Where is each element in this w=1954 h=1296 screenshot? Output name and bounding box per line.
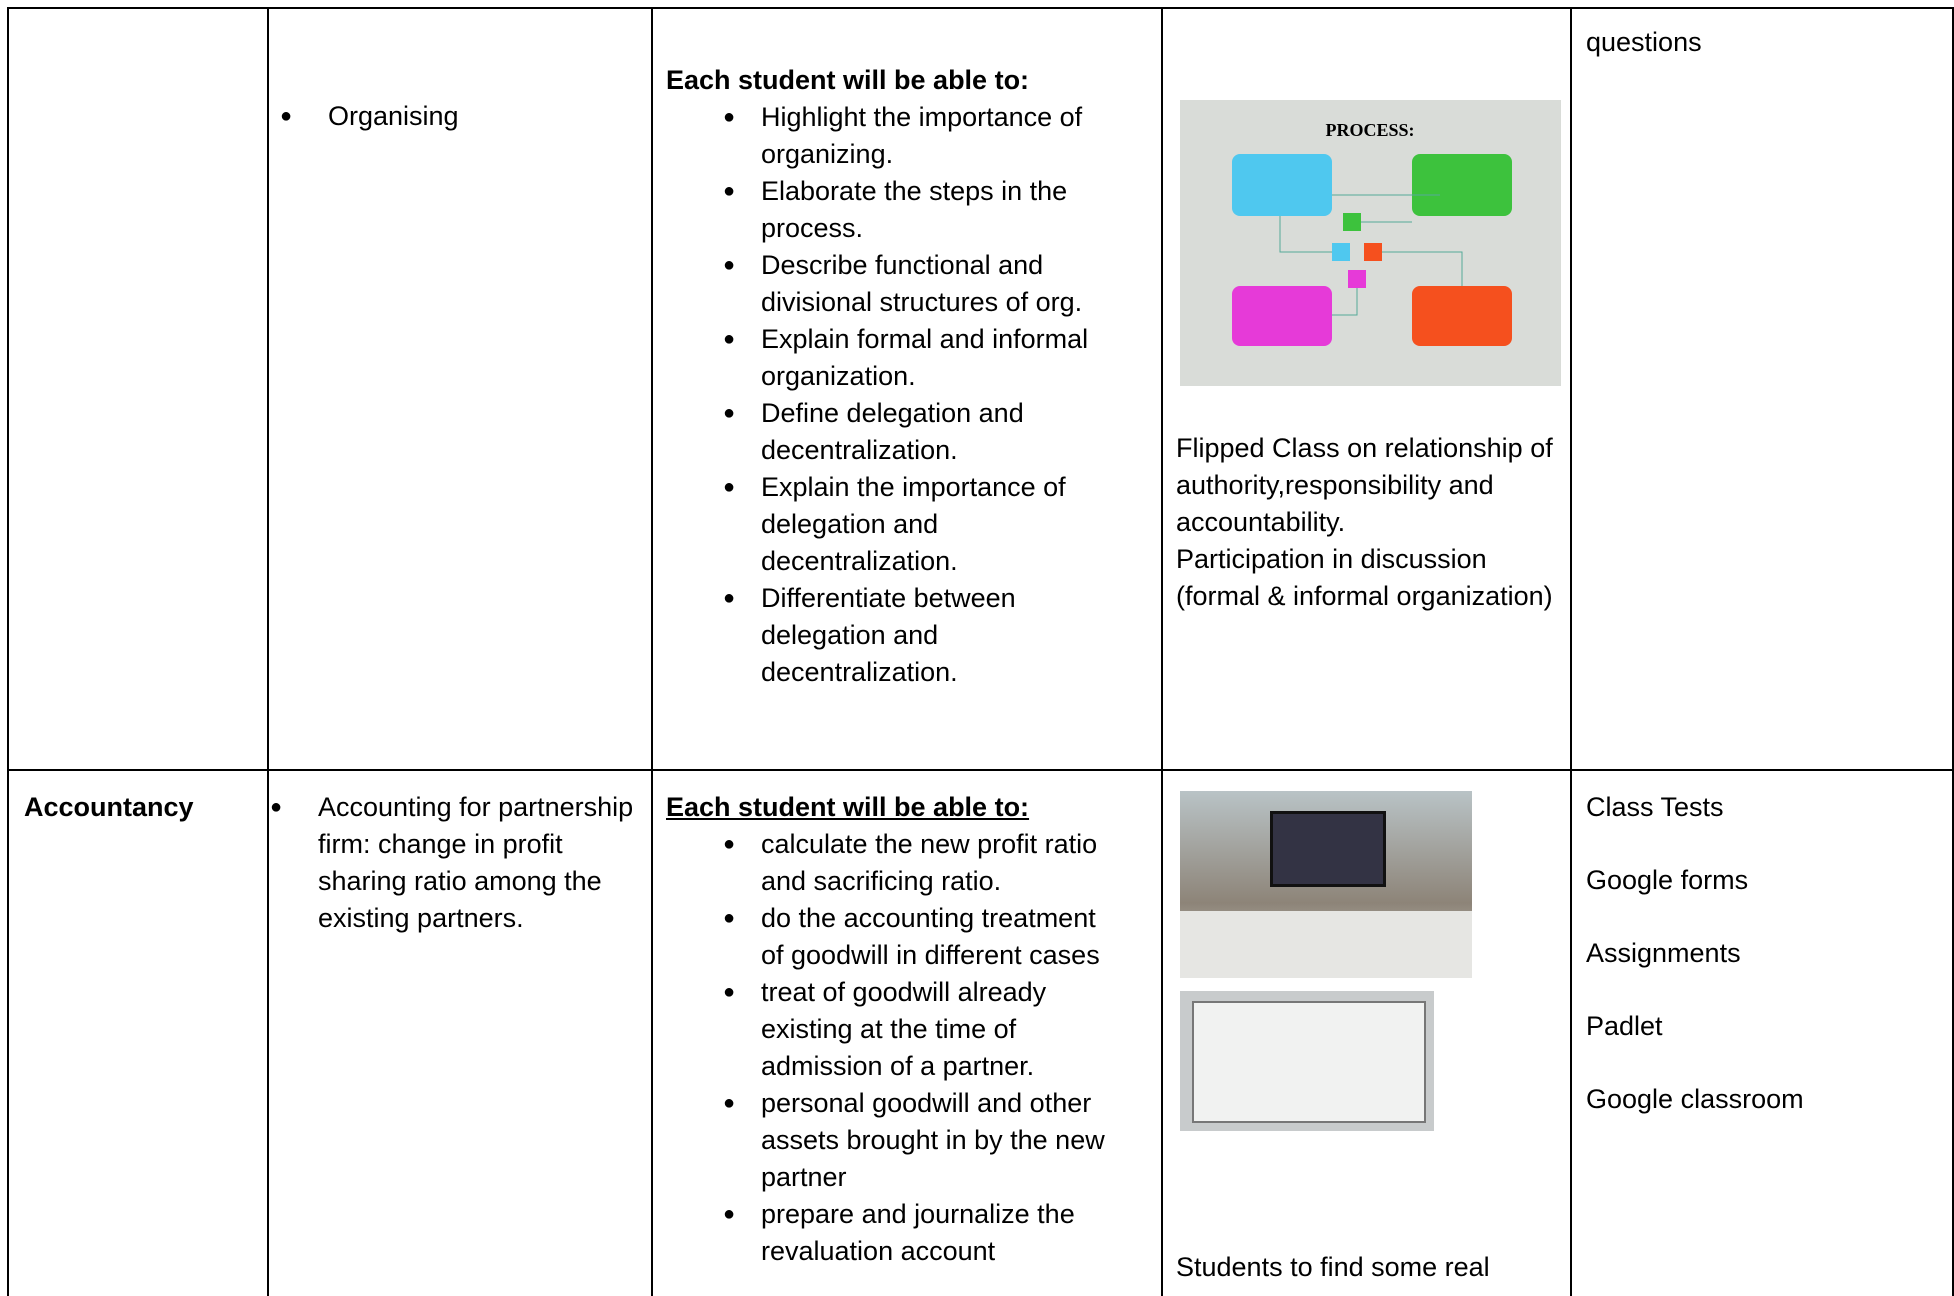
list: calculate the new profit ratio and sacri… — [723, 826, 1123, 1270]
assessment: Padlet — [1586, 1011, 1663, 1041]
assessment: Class Tests — [1586, 792, 1724, 822]
image-title: PROCESS: — [1325, 120, 1414, 140]
cell: Accounting for partnership firm: change … — [270, 789, 640, 937]
outcome: do the accounting treatment of goodwill … — [723, 900, 1123, 974]
border — [1952, 7, 1954, 1296]
photo — [1180, 991, 1434, 1131]
subject: Accountancy — [24, 792, 194, 822]
border — [651, 7, 653, 1296]
cell: Students to find some real — [1176, 1249, 1561, 1286]
border — [7, 7, 1954, 9]
assessment: Assignments — [1586, 938, 1741, 968]
outcome: treat of goodwill already existing at th… — [723, 974, 1123, 1085]
topic: Accounting for partnership firm: change … — [270, 789, 640, 937]
outcome: Differentiate between delegation and dec… — [723, 580, 1123, 691]
outcome: Explain formal and informal organization… — [723, 321, 1123, 395]
cell: Flipped Class on relationship of authori… — [1176, 430, 1561, 615]
border — [1161, 7, 1163, 1296]
border — [7, 7, 9, 1296]
activity: Participation in discussion (formal & in… — [1176, 544, 1553, 611]
border — [1570, 7, 1572, 1296]
topic: Organising — [280, 98, 640, 135]
photo — [1180, 791, 1472, 978]
assessment: Google classroom — [1586, 1084, 1804, 1114]
outcome: Highlight the importance of organizing. — [723, 99, 1123, 173]
outcome: Elaborate the steps in the process. — [723, 173, 1123, 247]
cell: Each student will be able to: calculate … — [666, 789, 1146, 1270]
cell: PROCESS: — [1180, 100, 1561, 386]
outcome: prepare and journalize the revaluation a… — [723, 1196, 1123, 1270]
outcome: personal goodwill and other assets broug… — [723, 1085, 1123, 1196]
outcome: Explain the importance of delegation and… — [723, 469, 1123, 580]
cell: Class Tests Google forms Assignments Padlet… — [1586, 789, 1946, 1154]
border — [7, 769, 1954, 771]
activity: Flipped Class on relationship of authori… — [1176, 433, 1553, 537]
heading: Each student will be able to: — [666, 65, 1030, 95]
outcome: Describe functional and divisional struc… — [723, 247, 1123, 321]
assessment: questions — [1586, 27, 1702, 57]
outcome: calculate the new profit ratio and sacri… — [723, 826, 1123, 900]
activity: Students to find some real — [1176, 1252, 1490, 1282]
list: Highlight the importance of organizing.E… — [723, 99, 1123, 691]
cell: Organising — [280, 98, 640, 135]
border — [267, 7, 269, 1296]
process-image: PROCESS: — [1232, 120, 1512, 346]
outcome: Define delegation and decentralization. — [723, 395, 1123, 469]
heading: Each student will be able to: — [666, 792, 1030, 822]
cell: questions — [1586, 24, 1946, 97]
cell: Each student will be able to: Highlight … — [666, 62, 1146, 691]
assessment: Google forms — [1586, 865, 1749, 895]
